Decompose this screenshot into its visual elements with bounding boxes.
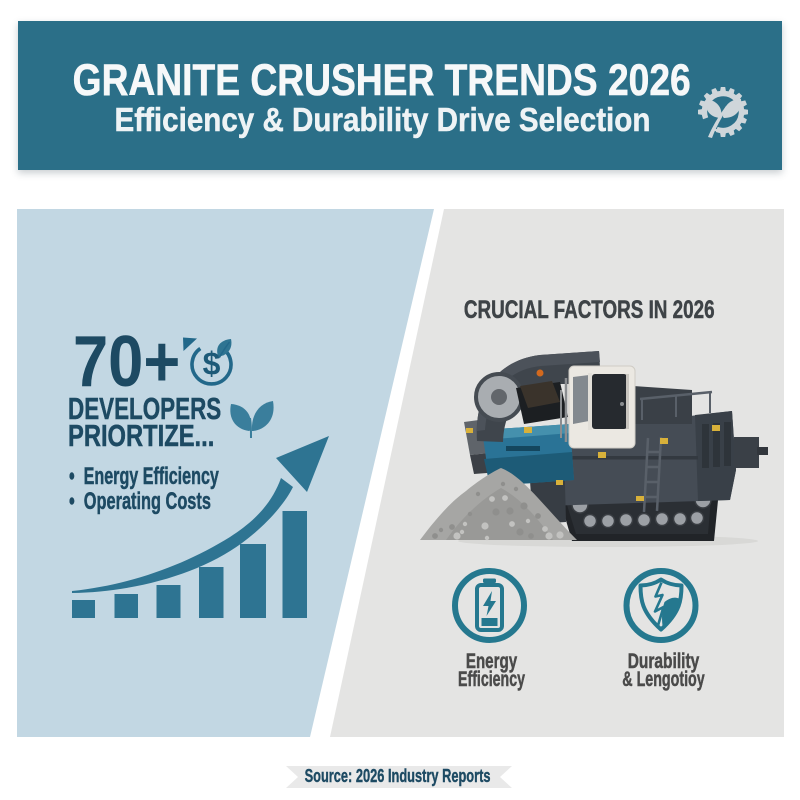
- svg-text:$: $: [203, 346, 221, 382]
